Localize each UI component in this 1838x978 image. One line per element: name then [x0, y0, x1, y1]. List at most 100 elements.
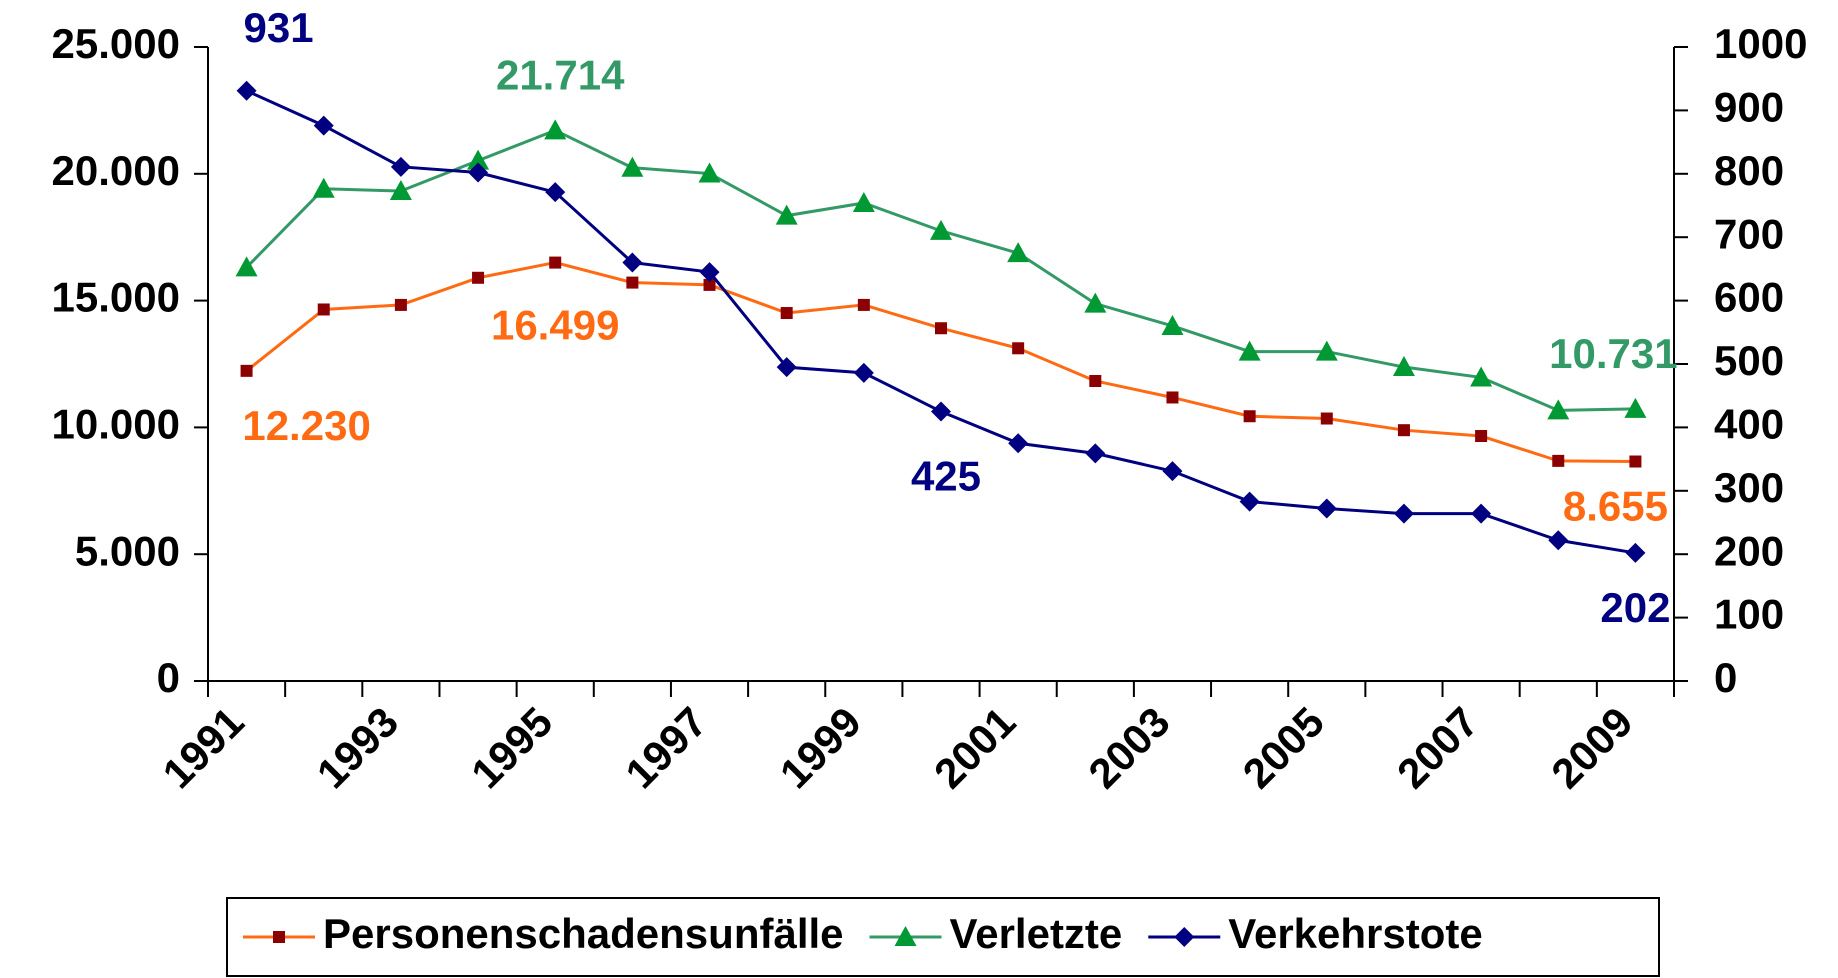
marker: [273, 931, 285, 943]
marker: [1243, 410, 1256, 423]
marker: [703, 278, 716, 291]
y2-tick-label: 900: [1714, 83, 1784, 130]
y2-tick-label: 500: [1714, 337, 1784, 384]
marker: [930, 219, 952, 240]
x-tick-label: 2005: [1234, 698, 1333, 797]
marker: [1238, 340, 1261, 361]
data-label: 8.655: [1563, 483, 1668, 530]
x-tick-label: 2007: [1388, 698, 1487, 797]
legend-label: Verletzte: [950, 910, 1123, 957]
marker: [235, 256, 258, 277]
y2-tick-label: 800: [1714, 147, 1784, 194]
marker: [698, 162, 721, 183]
legend-box: [226, 897, 1660, 977]
marker: [621, 156, 644, 177]
legend: Personenschadensunfälle Verletzte Verkehrs…: [226, 897, 1660, 977]
marker: [935, 322, 947, 335]
marker: [626, 276, 639, 289]
marker: [1470, 366, 1493, 387]
y-tick-label: 0: [157, 654, 180, 701]
marker: [1397, 424, 1410, 437]
marker: [1007, 242, 1030, 263]
y2-tick-label: 0: [1714, 654, 1737, 701]
marker: [394, 298, 407, 311]
x-tick-label: 1993: [308, 698, 407, 797]
marker: [699, 262, 720, 283]
marker: [1547, 399, 1570, 420]
x-tick-label: 1991: [153, 698, 252, 797]
y-tick-label: 25.000: [52, 20, 180, 67]
marker: [390, 156, 411, 177]
y2-tick-label: 1000: [1714, 20, 1807, 67]
marker: [1161, 314, 1184, 335]
y2-tick-label: 300: [1714, 464, 1784, 511]
marker: [1475, 430, 1488, 443]
legend-label: Verkehrstote: [1228, 910, 1482, 957]
marker: [1166, 391, 1179, 404]
marker: [1548, 530, 1569, 551]
y-tick-label: 15.000: [52, 274, 180, 321]
marker: [1552, 454, 1565, 467]
marker: [780, 307, 793, 320]
y-tick-label: 10.000: [52, 400, 180, 447]
x-tick-label: 1999: [771, 698, 870, 797]
y2-tick-label: 600: [1714, 274, 1784, 321]
marker: [1629, 455, 1642, 468]
marker: [1174, 927, 1195, 947]
marker: [1089, 374, 1102, 387]
marker: [931, 401, 951, 422]
y2-tick-label: 700: [1714, 210, 1784, 257]
y2-tick-label: 200: [1714, 527, 1784, 574]
y-tick-label: 20.000: [52, 147, 180, 194]
marker: [1392, 356, 1415, 377]
data-label: 12.230: [242, 402, 370, 449]
marker: [472, 271, 485, 284]
marker: [776, 357, 797, 378]
data-label: 21.714: [496, 51, 625, 98]
marker: [1315, 340, 1338, 361]
marker: [317, 303, 330, 316]
marker: [312, 177, 335, 198]
data-label: 202: [1600, 584, 1670, 631]
data-label: 10.731: [1549, 330, 1677, 377]
marker: [467, 149, 490, 170]
data-label: 16.499: [491, 302, 619, 349]
marker: [544, 119, 567, 140]
marker: [857, 298, 870, 311]
x-tick-label: 2001: [925, 698, 1024, 797]
marker: [852, 191, 875, 212]
legend-label: Personenschadensunfälle: [323, 910, 844, 957]
marker: [1012, 342, 1025, 355]
marker: [1624, 397, 1647, 418]
y-tick-label: 5.000: [75, 527, 180, 574]
marker: [1085, 443, 1106, 464]
marker: [622, 252, 643, 273]
marker: [1393, 503, 1414, 524]
marker: [853, 362, 874, 383]
marker: [894, 926, 917, 946]
x-tick-label: 2009: [1542, 698, 1641, 797]
marker: [545, 182, 566, 203]
marker: [1625, 542, 1646, 563]
marker: [1320, 412, 1333, 425]
marker: [389, 180, 412, 201]
series-line: [245, 261, 1636, 464]
x-tick-label: 1997: [616, 698, 715, 797]
marker: [1239, 491, 1260, 512]
marker: [1008, 433, 1029, 454]
marker: [775, 204, 798, 225]
marker: [468, 162, 489, 183]
marker: [1084, 292, 1107, 313]
marker: [313, 115, 334, 136]
marker: [549, 256, 562, 269]
x-tick-label: 1995: [462, 698, 561, 797]
x-tick-label: 2003: [1079, 698, 1178, 797]
y2-tick-label: 100: [1714, 591, 1784, 638]
marker: [240, 364, 253, 377]
marker: [1316, 498, 1337, 519]
data-label: 425: [911, 453, 981, 500]
marker: [1471, 503, 1492, 524]
marker: [236, 80, 257, 101]
marker: [1162, 461, 1183, 482]
